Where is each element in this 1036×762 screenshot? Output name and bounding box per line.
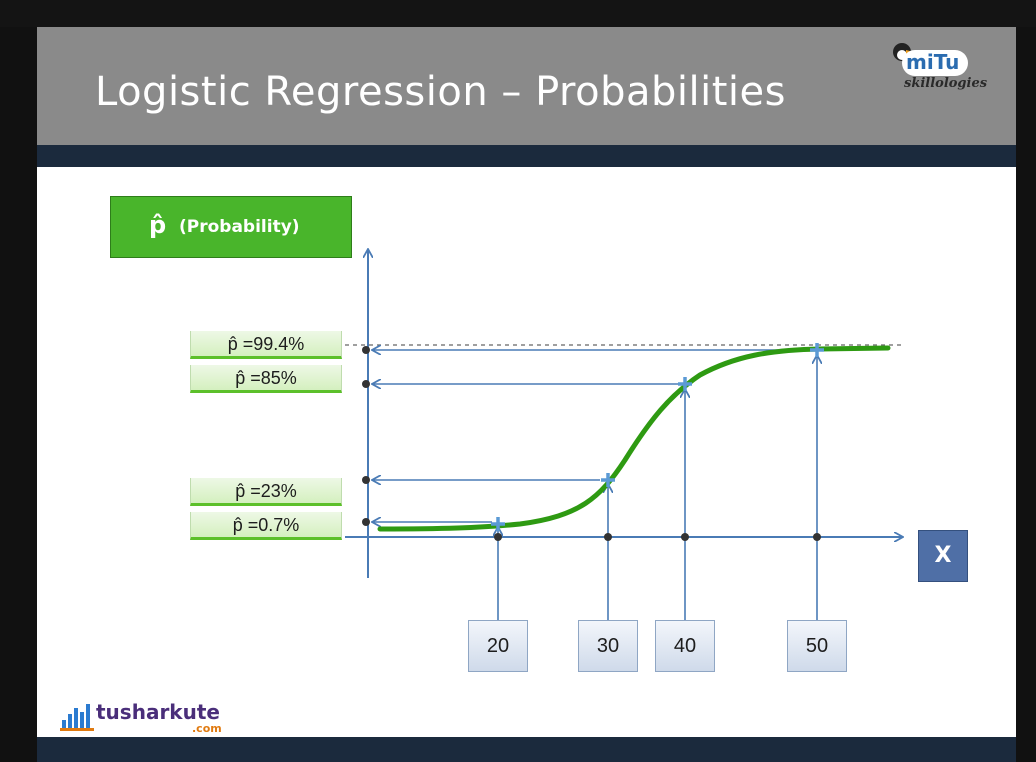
- x-dot-40: [681, 533, 689, 541]
- plus-marker-40: [678, 377, 692, 391]
- header-band: [37, 145, 1016, 167]
- y-dot-0-7: [362, 518, 370, 526]
- x-dot-50: [813, 533, 821, 541]
- prob-label-85: p̂ =85%: [190, 365, 342, 393]
- slide-header: Logistic Regression – Probabilities: [37, 27, 1016, 145]
- prob-label-23: p̂ =23%: [190, 478, 342, 506]
- tusharkute-wordmark: tusharkute: [96, 700, 220, 724]
- mitu-badge: [902, 50, 968, 76]
- curve-markers: [491, 343, 824, 531]
- p-hat-symbol: p̂: [149, 211, 167, 239]
- mitu-subtitle: skillologies: [904, 76, 988, 91]
- probability-axis-title-box: p̂ (Probability): [110, 196, 352, 258]
- plus-marker-50: [810, 343, 824, 357]
- footer-band: [37, 737, 1016, 762]
- y-dot-99: [362, 346, 370, 354]
- x-label-30: 30: [578, 620, 638, 672]
- slide: Logistic Regression – Probabilities: [37, 27, 1016, 762]
- x-label-40: 40: [655, 620, 715, 672]
- sigmoid-curve: [377, 345, 891, 532]
- prob-label-99-4: p̂ =99.4%: [190, 331, 342, 359]
- tusharkute-domain: .com: [192, 722, 222, 735]
- x-label-20: 20: [468, 620, 528, 672]
- x-axis-title: X: [918, 530, 968, 582]
- bar-chart-icon: [60, 704, 94, 731]
- top-bar: [0, 0, 1036, 27]
- y-dot-23: [362, 476, 370, 484]
- plus-marker-30: [601, 473, 615, 487]
- mitu-wordmark: miTu: [906, 50, 960, 74]
- x-label-50: 50: [787, 620, 847, 672]
- right-margin: [1016, 27, 1036, 762]
- slide-title: Logistic Regression – Probabilities: [95, 69, 786, 115]
- x-dot-20: [494, 533, 502, 541]
- probability-axis-title: (Probability): [179, 217, 300, 237]
- y-dot-85: [362, 380, 370, 388]
- axis-dots: [362, 346, 821, 541]
- tusharkute-logo: tusharkute .com: [60, 700, 235, 740]
- x-dot-30: [604, 533, 612, 541]
- plus-marker-20: [491, 517, 505, 531]
- prob-label-0-7: p̂ =0.7%: [190, 512, 342, 540]
- mitu-logo: miTu skillologies: [888, 40, 1000, 100]
